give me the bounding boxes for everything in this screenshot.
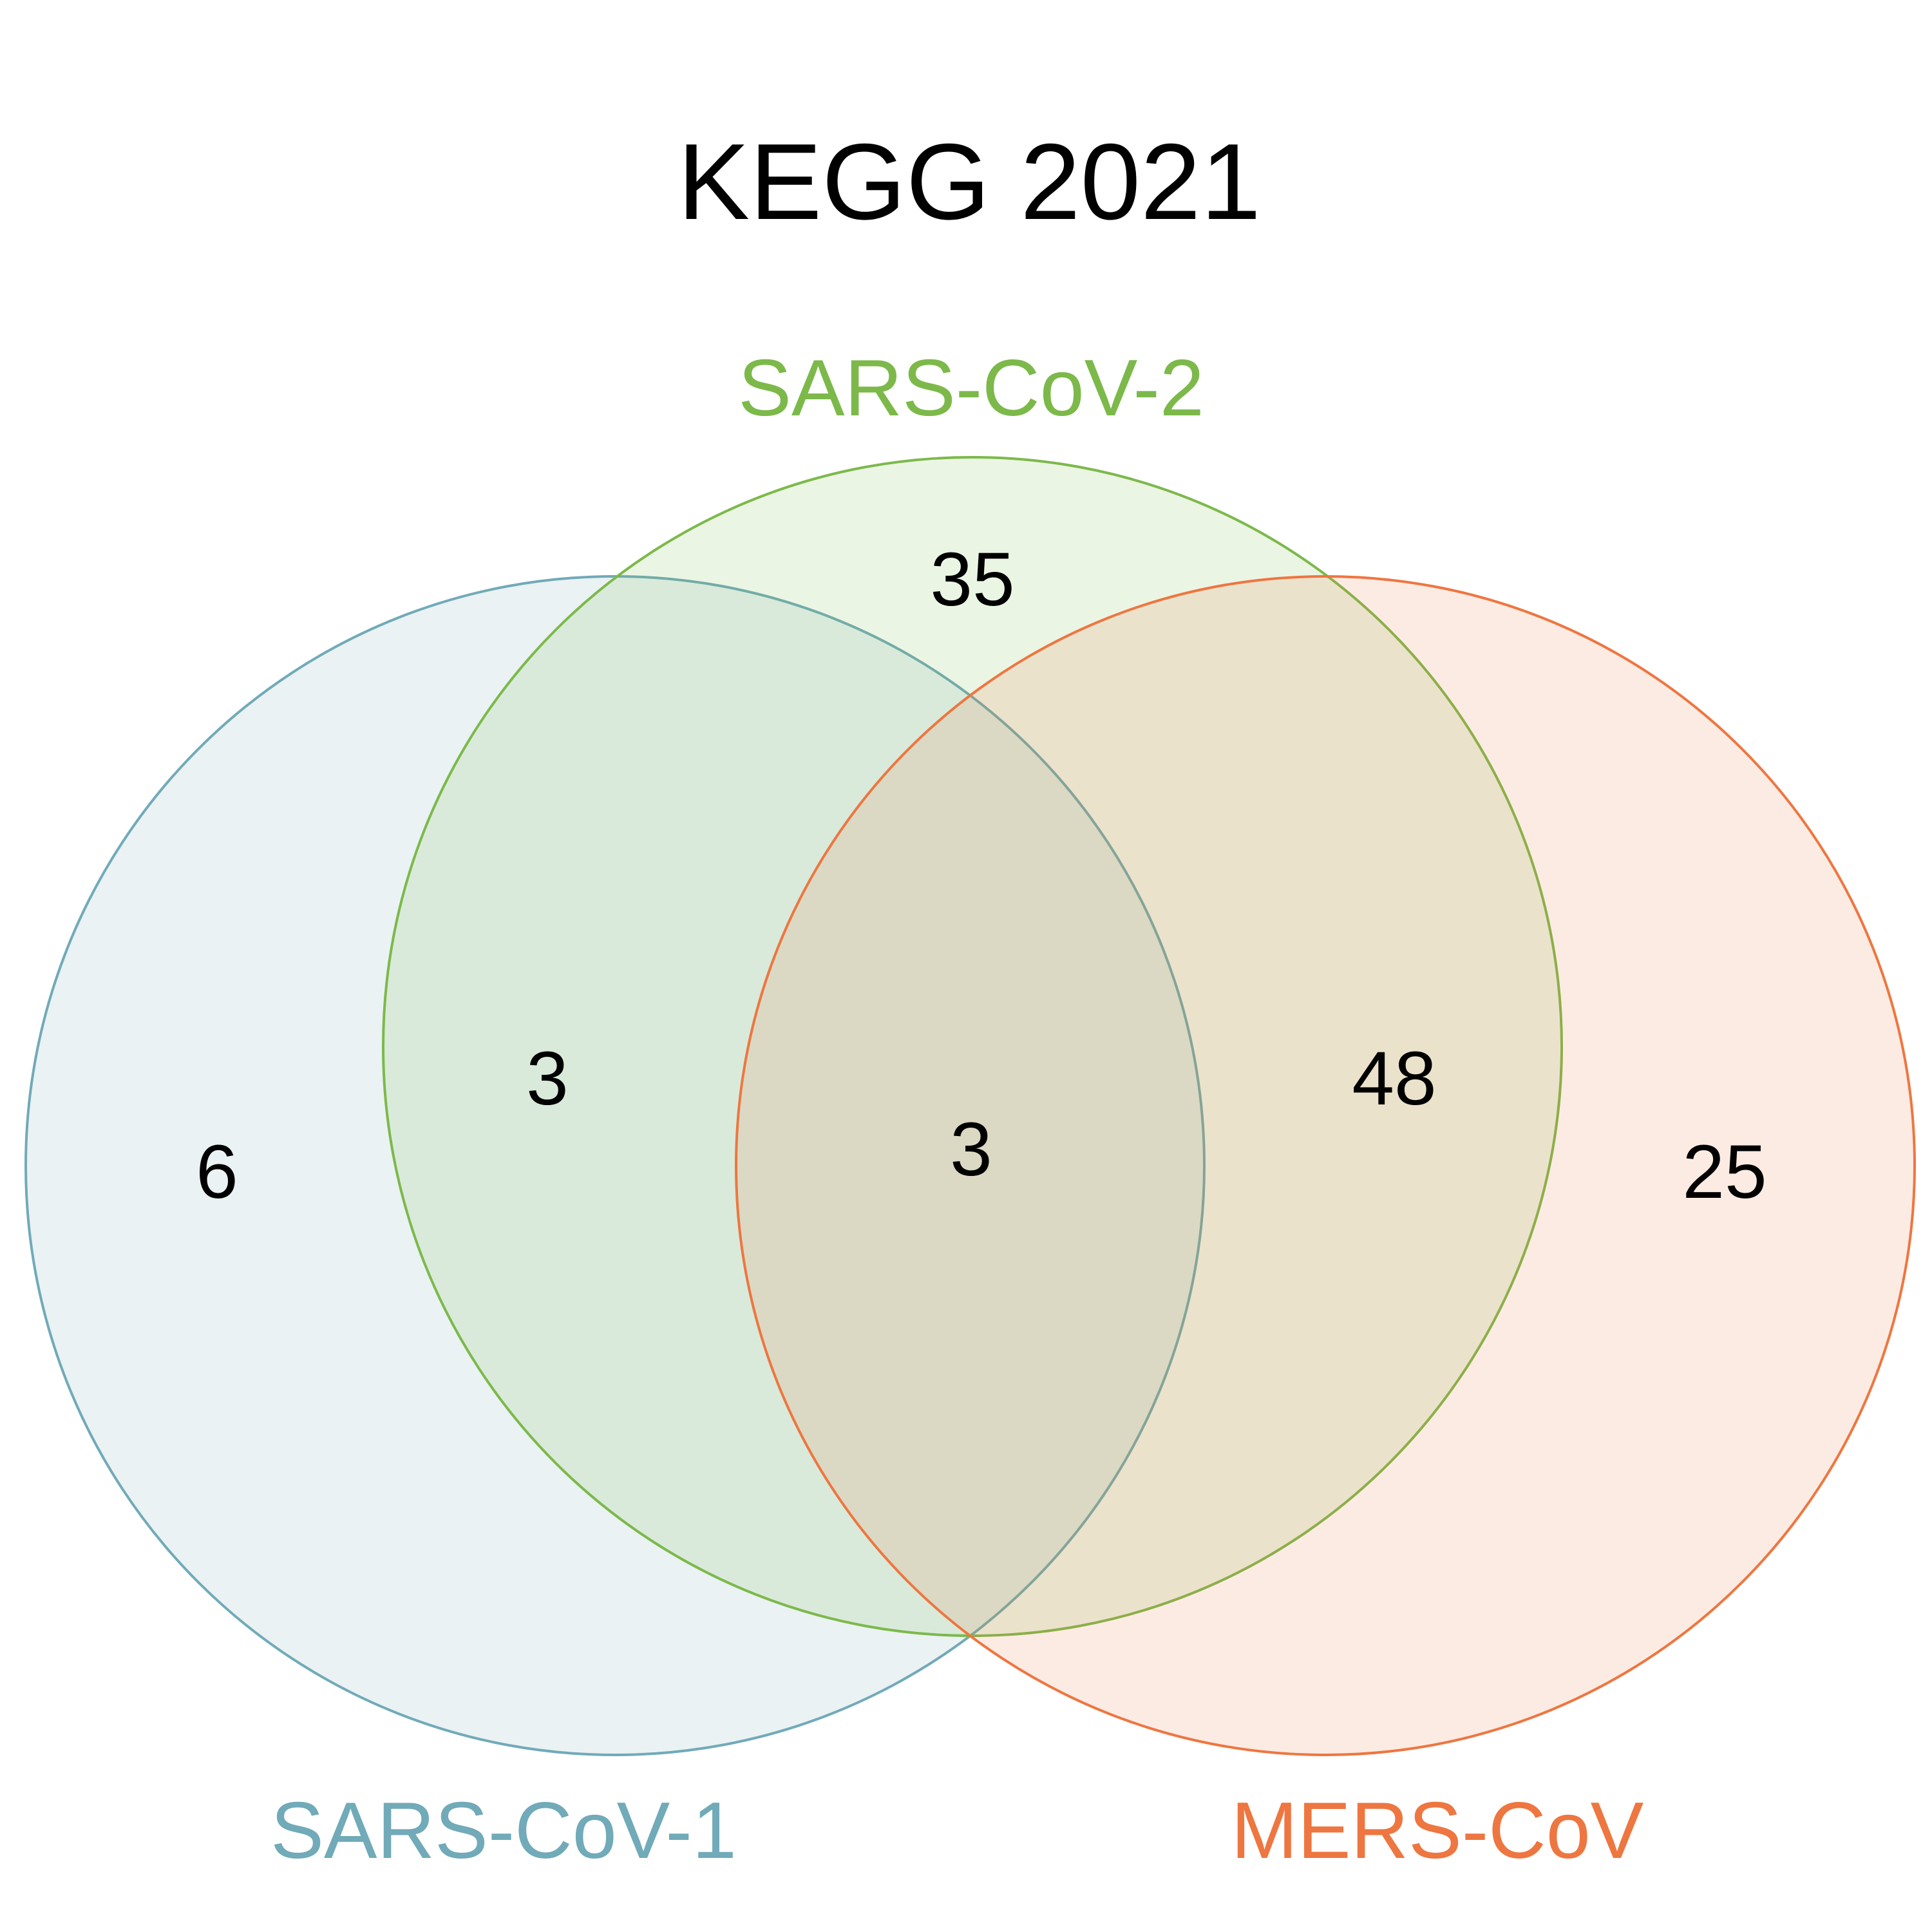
count-sars-cov-2-only: 35 [930,537,1014,622]
label-sars-cov-2: SARS-CoV-2 [738,344,1204,433]
count-sars-cov-1-and-2: 3 [526,1036,569,1121]
count-all-three: 3 [950,1107,992,1192]
circle-sars-cov-1 [24,575,1206,1756]
count-sars-cov-2-and-mers: 48 [1352,1036,1436,1121]
count-sars-cov-1-only: 6 [196,1130,238,1215]
label-mers-cov: MERS-CoV [1231,1786,1644,1875]
circle-sars-cov-2 [382,456,1563,1637]
count-mers-cov-only: 25 [1682,1130,1766,1215]
diagram-title: KEGG 2021 [677,121,1261,242]
label-sars-cov-1: SARS-CoV-1 [270,1786,737,1875]
circle-mers-cov [735,575,1916,1756]
